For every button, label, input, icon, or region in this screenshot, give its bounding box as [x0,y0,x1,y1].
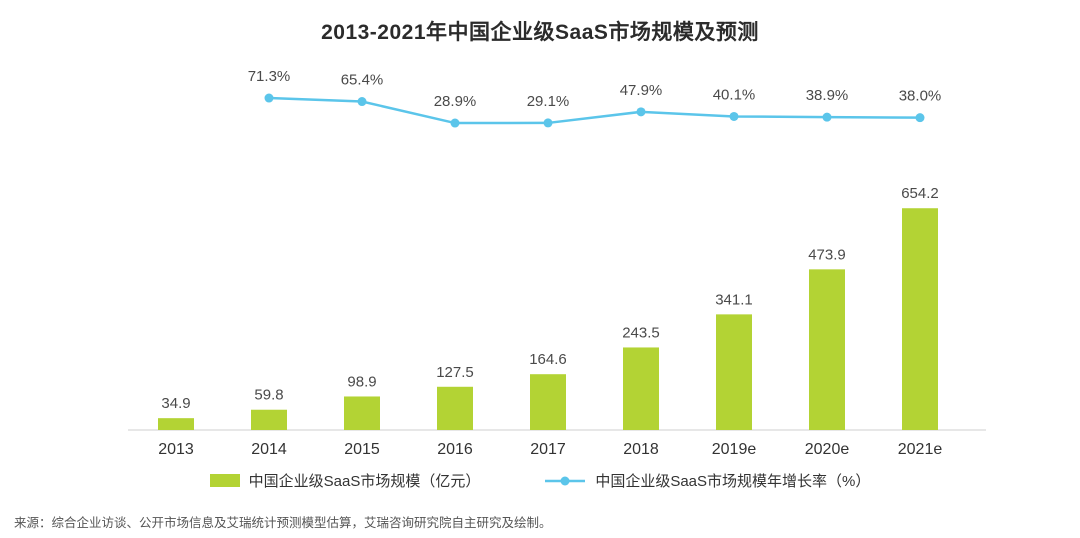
bar-value-label: 34.9 [161,395,190,412]
bar-2014 [251,409,287,430]
bar-value-label: 473.9 [808,246,846,263]
line-value-label: 38.0% [899,88,942,105]
bar-2021e [902,208,938,430]
line-value-label: 28.9% [434,93,477,110]
bar-value-label: 654.2 [901,185,939,202]
line-value-label: 65.4% [341,72,384,89]
bar-2015 [344,396,380,430]
legend: 中国企业级SaaS市场规模（亿元） 中国企业级SaaS市场规模年增长率（%） [0,470,1080,491]
bar-2019e [716,314,752,430]
bar-value-label: 341.1 [715,291,753,308]
bar-value-label: 98.9 [347,373,376,390]
bar-value-label: 127.5 [436,364,474,381]
bar-2013 [158,418,194,430]
x-tick-label: 2020e [805,441,850,458]
x-tick-label: 2021e [898,441,943,458]
bar-2016 [437,386,473,430]
line-series-swatch [545,476,586,485]
line-point [357,97,367,107]
source-note: 来源：综合企业访谈、公开市场信息及艾瑞统计预测模型估算，艾瑞咨询研究院自主研究及… [14,516,552,530]
line-point [729,111,739,121]
bar-value-label: 164.6 [529,351,567,368]
line-point [915,113,925,123]
bar-2017 [530,374,566,430]
x-tick-label: 2014 [251,441,287,458]
line-value-label: 40.1% [713,86,756,103]
x-tick-label: 2019e [712,441,757,458]
legend-item-market-size: 中国企业级SaaS市场规模（亿元） [209,470,481,491]
line-point [636,107,646,117]
line-value-label: 71.3% [248,68,291,85]
growth-rate-line [268,96,921,125]
bar-value-label: 59.8 [254,387,283,404]
x-tick-label: 2015 [344,441,380,458]
line-point [264,93,274,103]
line-point [450,118,460,128]
x-tick-label: 2016 [437,441,473,458]
line-point [543,118,553,128]
legend-label-growth-rate: 中国企业级SaaS市场规模年增长率（%） [595,473,871,490]
bar-2018 [623,347,659,430]
x-tick-label: 2013 [158,441,194,458]
legend-label-market-size: 中国企业级SaaS市场规模（亿元） [248,473,481,490]
line-value-label: 29.1% [527,93,570,110]
x-tick-label: 2017 [530,441,566,458]
bar-2020e [809,269,845,430]
line-value-label: 47.9% [620,82,663,99]
chart-title: 2013-2021年中国企业级SaaS市场规模及预测 [321,21,759,44]
legend-item-growth-rate: 中国企业级SaaS市场规模年增长率（%） [544,470,870,491]
x-tick-label: 2018 [623,441,659,458]
bar-series-swatch [209,474,240,487]
bar-value-label: 243.5 [622,324,660,341]
line-point [822,112,832,122]
line-value-label: 38.9% [806,87,849,104]
